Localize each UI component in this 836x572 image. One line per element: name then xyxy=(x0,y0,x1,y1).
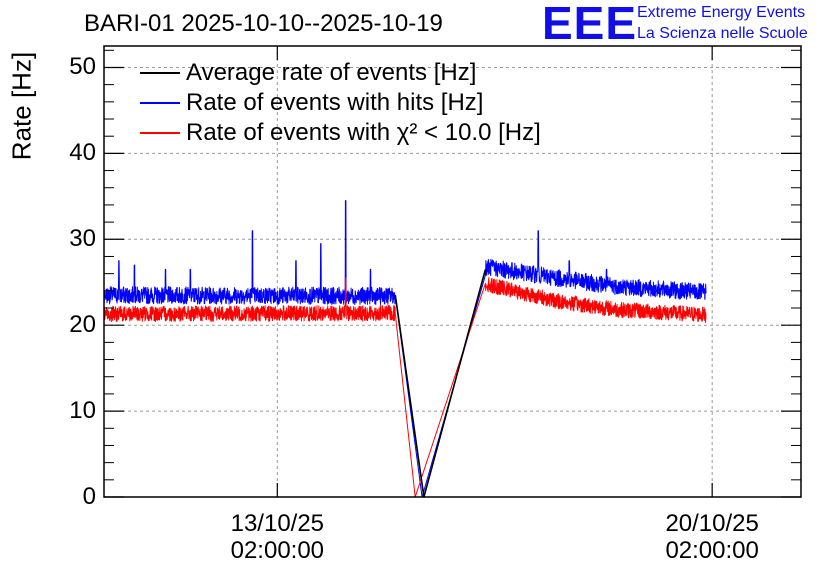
x-tick-label: 20/10/25 02:00:00 xyxy=(665,510,758,564)
x-tick-time: 02:00:00 xyxy=(230,537,325,564)
logo-line-2: La Scienza nelle Scuole xyxy=(637,25,808,42)
legend-label-chi2: Rate of events with χ² < 10.0 [Hz] xyxy=(186,119,541,146)
y-tick-label: 0 xyxy=(82,483,96,510)
legend-label-average: Average rate of events [Hz] xyxy=(186,59,477,86)
grid-lines xyxy=(104,46,801,497)
y-tick-label: 20 xyxy=(69,311,96,339)
y-tick-label: 30 xyxy=(69,225,96,253)
logo-line-1: Extreme Energy Events xyxy=(637,4,806,21)
series-layer xyxy=(103,200,707,498)
axis-ticks xyxy=(104,46,801,498)
legend-label-hits: Rate of events with hits [Hz] xyxy=(186,89,484,116)
y-tick-label: 50 xyxy=(69,53,96,81)
legend-swatch-hits xyxy=(140,102,180,104)
series-line-1 xyxy=(103,277,707,498)
x-tick-date: 20/10/25 xyxy=(665,510,759,537)
y-tick-label: 10 xyxy=(69,397,96,425)
series-line-0 xyxy=(103,200,707,498)
y-axis-label: Rate [Hz] xyxy=(6,51,37,161)
chart-title: BARI-01 2025-10-10--2025-10-19 xyxy=(84,10,443,37)
x-tick-label: 13/10/25 02:00:00 xyxy=(231,510,324,564)
legend-swatch-average xyxy=(140,72,180,74)
y-tick-label: 40 xyxy=(69,139,96,167)
x-tick-time: 02:00:00 xyxy=(665,537,759,564)
eee-logo-mark: EEE xyxy=(542,0,638,49)
x-tick-date: 13/10/25 xyxy=(230,510,325,537)
series-line-2 xyxy=(394,269,487,498)
legend-swatch-chi2 xyxy=(140,132,180,134)
plot-frame xyxy=(103,45,802,498)
